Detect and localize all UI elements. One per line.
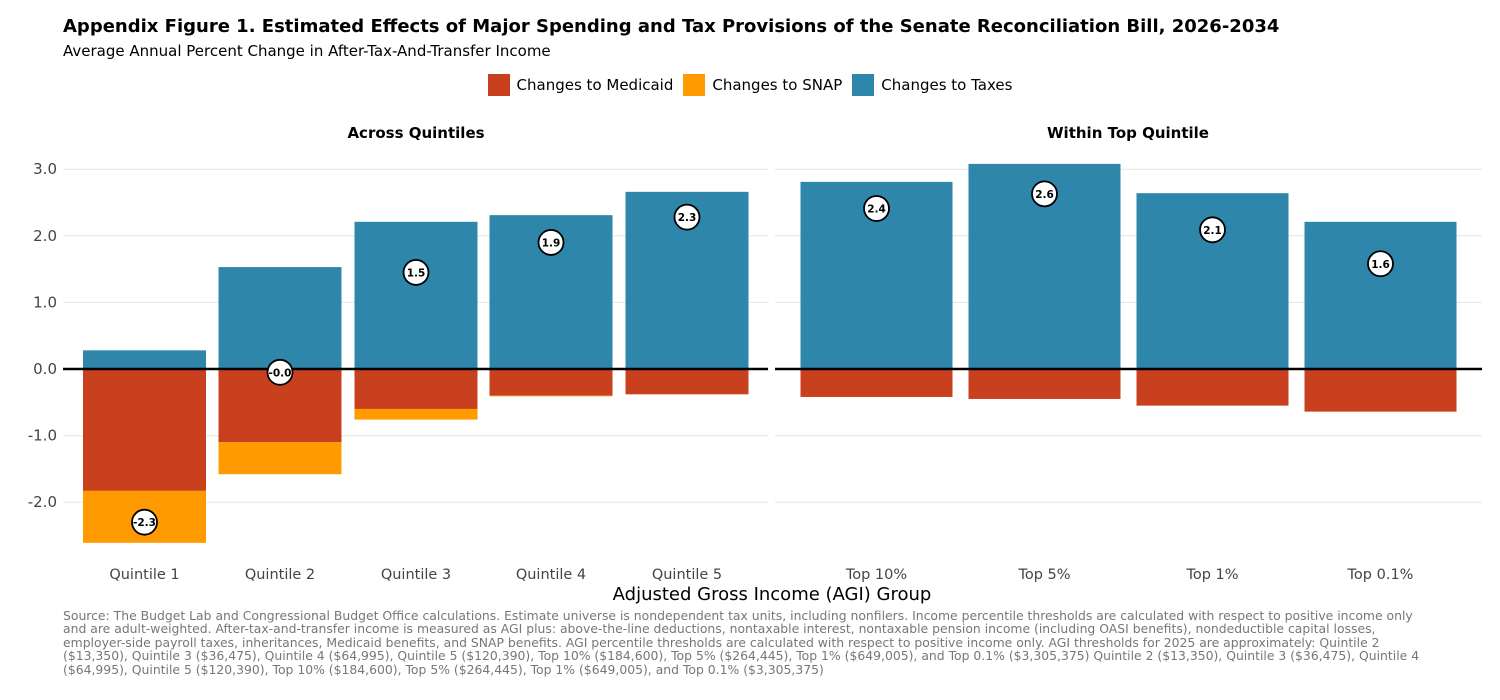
legend-label-medicaid: Changes to Medicaid — [516, 76, 674, 94]
x-tick-label: Quintile 4 — [516, 567, 586, 583]
x-tick-label: Quintile 1 — [109, 567, 179, 583]
net-marker — [1031, 180, 1058, 208]
x-tick-label: Quintile 2 — [245, 567, 315, 583]
y-tick-label: 2.0 — [33, 227, 57, 245]
chart-svg: -2.0 -1.0 0.0 1.0 2.0 3.0 Across Quintiles Quin… — [28, 124, 1482, 605]
legend-swatch-taxes — [852, 74, 875, 96]
bar-segment-medicaid — [489, 369, 613, 396]
legend: Changes to Medicaid Changes to SNAP Chan… — [0, 74, 1500, 96]
net-value-label: 2.6 — [1035, 189, 1054, 201]
y-tick-label: 3.0 — [33, 160, 57, 178]
x-tick-label: Quintile 3 — [381, 567, 451, 583]
net-value-label: -2.3 — [133, 517, 156, 529]
chart-title: Appendix Figure 1. Estimated Effects of … — [63, 16, 1280, 37]
net-marker — [863, 195, 890, 222]
bar-segment-taxes — [354, 221, 478, 369]
bar-segment-medicaid — [800, 369, 953, 397]
net-value-label: 2.1 — [1203, 225, 1222, 237]
net-marker — [266, 358, 294, 386]
x-tick-label: Top 1% — [1185, 567, 1238, 583]
bar-segment-medicaid — [83, 369, 206, 491]
source-note: Source: The Budget Lab and Congressional… — [63, 608, 1420, 677]
y-tick-label: 0.0 — [33, 360, 57, 378]
bar-segment-medicaid — [1136, 369, 1289, 406]
bar-segment-taxes — [218, 267, 342, 369]
legend-swatch-medicaid — [487, 74, 510, 96]
bar-segment-snap — [218, 442, 342, 475]
net-value-label: 2.3 — [678, 212, 697, 224]
x-tick-label: Quintile 5 — [652, 567, 722, 583]
x-tick-label: Top 10% — [845, 567, 907, 583]
y-tick-label: 1.0 — [33, 293, 57, 311]
x-tick-label: Top 0.1% — [1347, 567, 1414, 583]
bar-segment-medicaid — [625, 369, 749, 395]
legend-item-taxes: Changes to Taxes — [852, 74, 1012, 96]
bar-segment-snap — [489, 395, 613, 397]
bar-segment-taxes — [83, 350, 206, 369]
y-tick-label: -2.0 — [28, 493, 57, 511]
legend-label-snap: Changes to SNAP — [712, 76, 843, 94]
legend-item-medicaid: Changes to Medicaid — [487, 74, 674, 96]
net-marker — [673, 203, 701, 231]
bar-segment-snap — [354, 408, 478, 420]
net-value-label: -0.0 — [269, 367, 292, 379]
bar-segment-medicaid — [354, 369, 478, 409]
net-marker — [131, 508, 158, 536]
panel-title: Within Top Quintile — [1047, 124, 1209, 142]
y-tick-label: -1.0 — [28, 427, 57, 445]
net-marker — [402, 259, 430, 286]
net-value-label: 1.5 — [407, 267, 426, 279]
bar-segment-medicaid — [1304, 369, 1457, 412]
chart-subtitle: Average Annual Percent Change in After-T… — [63, 42, 551, 60]
net-marker — [1199, 216, 1226, 244]
panel-title: Across Quintiles — [347, 124, 484, 142]
net-value-label: 2.4 — [867, 203, 886, 215]
legend-label-taxes: Changes to Taxes — [881, 76, 1013, 94]
net-value-label: 1.9 — [542, 237, 561, 249]
net-marker — [537, 229, 565, 256]
net-marker — [1367, 250, 1394, 278]
x-axis-title: Adjusted Gross Income (AGI) Group — [613, 584, 932, 605]
legend-item-snap: Changes to SNAP — [683, 74, 842, 96]
bar-segment-taxes — [1304, 221, 1457, 369]
x-tick-label: Top 5% — [1017, 567, 1070, 583]
legend-swatch-snap — [683, 74, 706, 96]
net-value-label: 1.6 — [1371, 259, 1390, 271]
bar-segment-medicaid — [968, 369, 1121, 399]
